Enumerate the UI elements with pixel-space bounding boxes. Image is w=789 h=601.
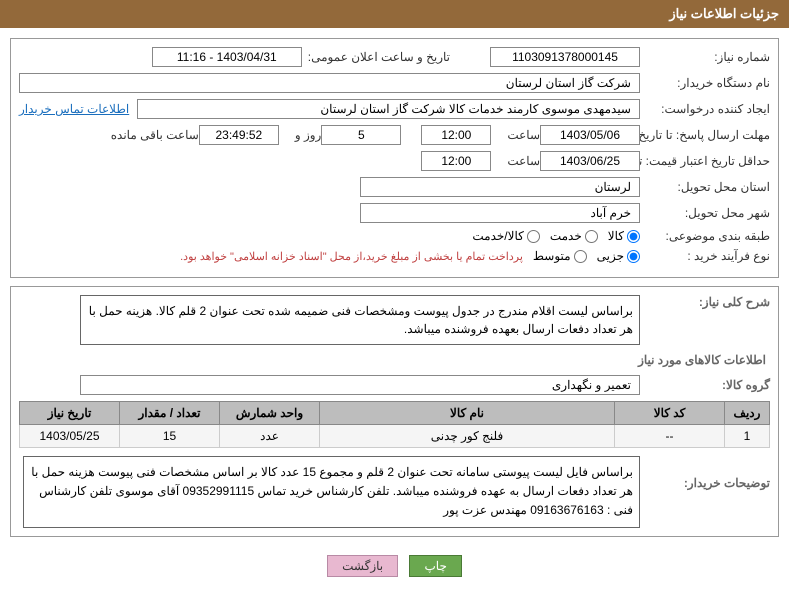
deadline-time: 12:00: [421, 125, 491, 145]
buyer-org-value: شرکت گاز استان لرستان: [19, 73, 640, 93]
td-name: فلنج کور چدنی: [320, 425, 615, 448]
group-value: تعمیر و نگهداری: [80, 375, 640, 395]
buyer-notes-label: توضیحات خریدار:: [640, 456, 770, 490]
desc-text: براساس لیست اقلام مندرج در جدول پیوست وم…: [80, 295, 640, 345]
radio-both[interactable]: کالا/خدمت: [472, 229, 539, 243]
main-section: شماره نیاز: 1103091378000145 تاریخ و ساع…: [10, 38, 779, 278]
validity-time: 12:00: [421, 151, 491, 171]
desc-label: شرح کلی نیاز:: [640, 295, 770, 309]
radio-medium-input[interactable]: [574, 250, 587, 263]
province-label: استان محل تحویل:: [640, 180, 770, 194]
category-radios: کالا خدمت کالا/خدمت: [472, 229, 640, 243]
td-date: 1403/05/25: [20, 425, 120, 448]
remain-label: ساعت باقی مانده: [105, 128, 199, 142]
radio-service[interactable]: خدمت: [550, 229, 598, 243]
deadline-label: مهلت ارسال پاسخ: تا تاریخ:: [640, 128, 770, 142]
process-note: پرداخت تمام یا بخشی از مبلغ خرید،از محل …: [180, 250, 533, 263]
province-value: لرستان: [360, 177, 640, 197]
radio-partial-input[interactable]: [627, 250, 640, 263]
radio-both-input[interactable]: [527, 230, 540, 243]
category-label: طبقه بندی موضوعی:: [640, 229, 770, 243]
th-code: کد کالا: [615, 402, 725, 425]
th-name: نام کالا: [320, 402, 615, 425]
radio-medium[interactable]: متوسط: [533, 249, 587, 263]
buyer-notes-text: براساس فایل لیست پیوستی سامانه تحت عنوان…: [23, 456, 640, 528]
need-number-value: 1103091378000145: [490, 47, 640, 67]
th-qty: تعداد / مقدار: [120, 402, 220, 425]
th-unit: واحد شمارش: [220, 402, 320, 425]
items-table: ردیف کد کالا نام کالا واحد شمارش تعداد /…: [19, 401, 770, 448]
th-date: تاریخ نیاز: [20, 402, 120, 425]
panel-header: جزئیات اطلاعات نیاز: [0, 0, 789, 28]
announce-label: تاریخ و ساعت اعلان عمومی:: [302, 50, 450, 64]
city-value: خرم آباد: [360, 203, 640, 223]
td-unit: عدد: [220, 425, 320, 448]
group-label: گروه کالا:: [640, 378, 770, 392]
td-qty: 15: [120, 425, 220, 448]
print-button[interactable]: چاپ: [409, 555, 461, 577]
radio-partial[interactable]: جزیی: [597, 249, 640, 263]
buyer-org-label: نام دستگاه خریدار:: [640, 76, 770, 90]
validity-date: 1403/06/25: [540, 151, 640, 171]
time-label-1: ساعت: [501, 128, 540, 142]
back-button[interactable]: بازگشت: [327, 555, 398, 577]
process-radios: جزیی متوسط: [533, 249, 640, 263]
process-label: نوع فرآیند خرید :: [640, 249, 770, 263]
contact-link[interactable]: اطلاعات تماس خریدار: [19, 102, 137, 116]
announce-value: 1403/04/31 - 11:16: [152, 47, 302, 67]
footer-buttons: چاپ بازگشت: [10, 545, 779, 591]
need-number-label: شماره نیاز:: [640, 50, 770, 64]
panel-title: جزئیات اطلاعات نیاز: [669, 6, 779, 21]
requester-value: سیدمهدی موسوی کارمند خدمات کالا شرکت گاز…: [137, 99, 640, 119]
td-code: --: [615, 425, 725, 448]
validity-label: حداقل تاریخ اعتبار قیمت: تا تاریخ:: [640, 154, 770, 168]
td-row: 1: [725, 425, 770, 448]
deadline-date: 1403/05/06: [540, 125, 640, 145]
radio-goods-input[interactable]: [627, 230, 640, 243]
countdown-value: 23:49:52: [199, 125, 279, 145]
table-row: 1 -- فلنج کور چدنی عدد 15 1403/05/25: [20, 425, 770, 448]
time-label-2: ساعت: [501, 154, 540, 168]
details-section: شرح کلی نیاز: براساس لیست اقلام مندرج در…: [10, 286, 779, 537]
th-row: ردیف: [725, 402, 770, 425]
radio-service-input[interactable]: [585, 230, 598, 243]
requester-label: ایجاد کننده درخواست:: [640, 102, 770, 116]
days-label: روز و: [289, 128, 322, 142]
days-value: 5: [321, 125, 401, 145]
city-label: شهر محل تحویل:: [640, 206, 770, 220]
radio-goods[interactable]: کالا: [608, 229, 640, 243]
goods-info-title: اطلاعات کالاهای مورد نیاز: [23, 353, 766, 367]
